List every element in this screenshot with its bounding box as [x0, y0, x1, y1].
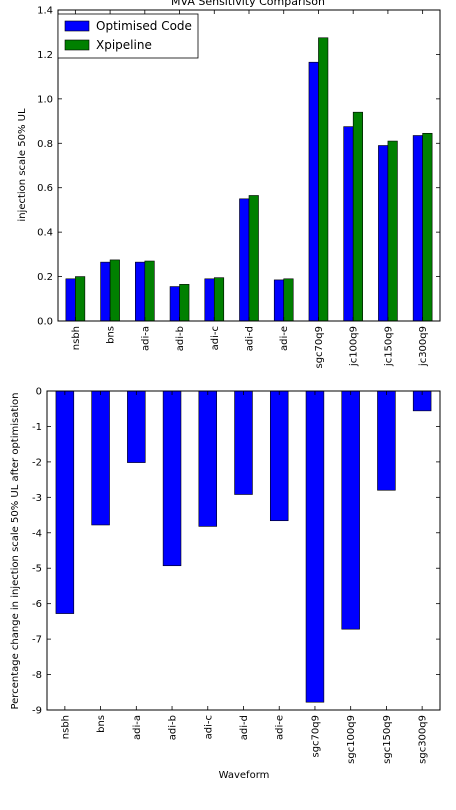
chart-top-title: MVA Sensitivity Comparison	[171, 0, 325, 8]
x-tick-label: adi-a	[132, 715, 143, 740]
bar-optimised-code-nsbh	[65, 278, 76, 322]
y-tick-label: 0.2	[37, 272, 53, 283]
bar-xpipeline-adi-b	[179, 284, 190, 322]
x-tick-label: adi-a	[140, 326, 151, 351]
bar-optimised-code-adi-e	[273, 279, 285, 322]
y-tick-label: 1.0	[37, 94, 53, 105]
chart-top-x-axis: nsbh bns adi-a adi-b adi-c adi-d adi-e sgc70q9 j…	[71, 10, 429, 369]
bar-change-adi-e	[269, 390, 289, 522]
chart-bottom-x-axis: nsbh bns adi-a adi-b adi-c adi-d adi-e sgc70q9 s…	[60, 391, 429, 764]
bar-change-adi-a	[127, 390, 146, 463]
legend-swatch-xpipeline	[64, 39, 90, 51]
x-tick-label: adi-b	[168, 715, 179, 740]
x-tick-label: adi-c	[210, 326, 221, 350]
bar-change-adi-b	[162, 390, 182, 567]
x-tick-label: sgc100q9	[346, 715, 357, 764]
bar-xpipeline-adi-a	[144, 260, 155, 322]
y-tick-label: -1	[32, 422, 42, 433]
x-tick-label: sgc300q9	[418, 715, 429, 764]
y-tick-label: -7	[32, 635, 42, 646]
x-tick-label: nsbh	[71, 326, 82, 350]
bar-xpipeline-nsbh	[75, 276, 86, 322]
x-tick-label: sgc70q9	[310, 715, 321, 758]
y-tick-label: 0.0	[37, 317, 53, 328]
bar-xpipeline-adi-c	[213, 277, 225, 322]
y-tick-label: -6	[32, 599, 42, 610]
y-tick-label: -8	[32, 670, 42, 681]
bar-change-adi-d	[234, 390, 253, 495]
y-tick-label: 0.8	[37, 139, 53, 150]
bar-optimised-code-sgc70q9	[308, 61, 319, 322]
chart-bottom-y-axis: -9 -8 -7 -6 -5 -4 -3 -2 -1 0	[32, 387, 440, 717]
chart-top-y-axis: 0.0 0.2 0.4 0.6 0.8 1.0 1.2 1.4	[37, 6, 440, 328]
chart-bottom: -9 -8 -7 -6 -5 -4 -3 -2 -1 0 nsbh bns adi-a adi-b adi…	[10, 387, 441, 781]
x-tick-label: adi-b	[175, 326, 186, 351]
x-tick-label: nsbh	[60, 715, 71, 739]
x-tick-label: adi-c	[203, 715, 214, 739]
x-tick-label: jc100q9	[349, 326, 360, 367]
bar-change-sgc70q9	[305, 390, 325, 703]
x-tick-label: jc150q9	[383, 326, 394, 367]
x-tick-label: adi-e	[275, 715, 286, 740]
bar-optimised-code-adi-c	[204, 278, 215, 322]
bar-change-sgc100q9	[341, 390, 360, 630]
y-tick-label: -5	[32, 564, 42, 575]
bar-xpipeline-sgc100q9	[352, 111, 363, 322]
bar-optimised-code-bns	[100, 261, 111, 322]
chart-top-y-label: injection scale 50% UL	[17, 108, 28, 222]
bar-xpipeline-adi-d	[248, 195, 259, 322]
chart-top: MVA Sensitivity Comparison 0.00.20.40.60…	[17, 0, 441, 369]
bar-change-adi-c	[198, 390, 218, 527]
y-tick-label: 0.6	[37, 183, 53, 194]
bar-xpipeline-sgc150q9	[387, 140, 398, 322]
y-tick-label: 1.4	[37, 6, 53, 17]
y-tick-label: 0	[36, 387, 42, 398]
y-tick-label: -9	[32, 706, 42, 717]
x-tick-label: adi-e	[279, 326, 290, 351]
x-tick-label: sgc70q9	[314, 326, 325, 369]
legend-label-xpipeline: Xpipeline	[96, 38, 152, 52]
x-tick-label: adi-d	[239, 715, 250, 740]
bar-xpipeline-sgc70q9	[318, 37, 329, 322]
chart-bottom-bars	[55, 390, 432, 703]
x-tick-label: bns	[96, 715, 107, 733]
legend-label-optimised-code: Optimised Code	[96, 19, 192, 33]
chart-bottom-y-label: Percentage change in injection scale 50%…	[10, 392, 21, 709]
y-tick-label: -4	[32, 528, 42, 539]
legend-swatch-optimised-code	[64, 20, 90, 32]
y-tick-label: 1.2	[37, 50, 53, 61]
x-tick-label: sgc150q9	[382, 715, 393, 764]
bar-optimised-code-sgc100q9	[343, 126, 354, 322]
chart-top-bars	[65, 37, 433, 322]
x-tick-label: adi-d	[245, 326, 256, 351]
y-tick-label: -3	[32, 493, 42, 504]
bar-optimised-code-adi-b	[169, 286, 180, 322]
y-tick-label: -2	[32, 457, 42, 468]
y-tick-label: 0.4	[37, 228, 53, 239]
chart-bottom-x-label: Waveform	[219, 770, 270, 781]
bar-optimised-code-adi-a	[135, 261, 146, 322]
bar-change-nsbh	[55, 390, 75, 614]
bar-xpipeline-sgc300q9	[422, 132, 433, 322]
bar-xpipeline-bns	[109, 259, 120, 322]
bar-xpipeline-adi-e	[283, 278, 294, 322]
chart-top-legend: Optimised Code Xpipeline	[57, 13, 199, 59]
x-tick-label: bns	[106, 326, 117, 344]
bar-change-bns	[91, 390, 110, 526]
x-tick-label: jc300q9	[418, 326, 429, 367]
bar-optimised-code-adi-d	[239, 198, 250, 322]
bar-change-sgc150q9	[377, 390, 396, 491]
bar-optimised-code-sgc150q9	[378, 145, 389, 322]
bar-optimised-code-sgc300q9	[412, 135, 423, 322]
